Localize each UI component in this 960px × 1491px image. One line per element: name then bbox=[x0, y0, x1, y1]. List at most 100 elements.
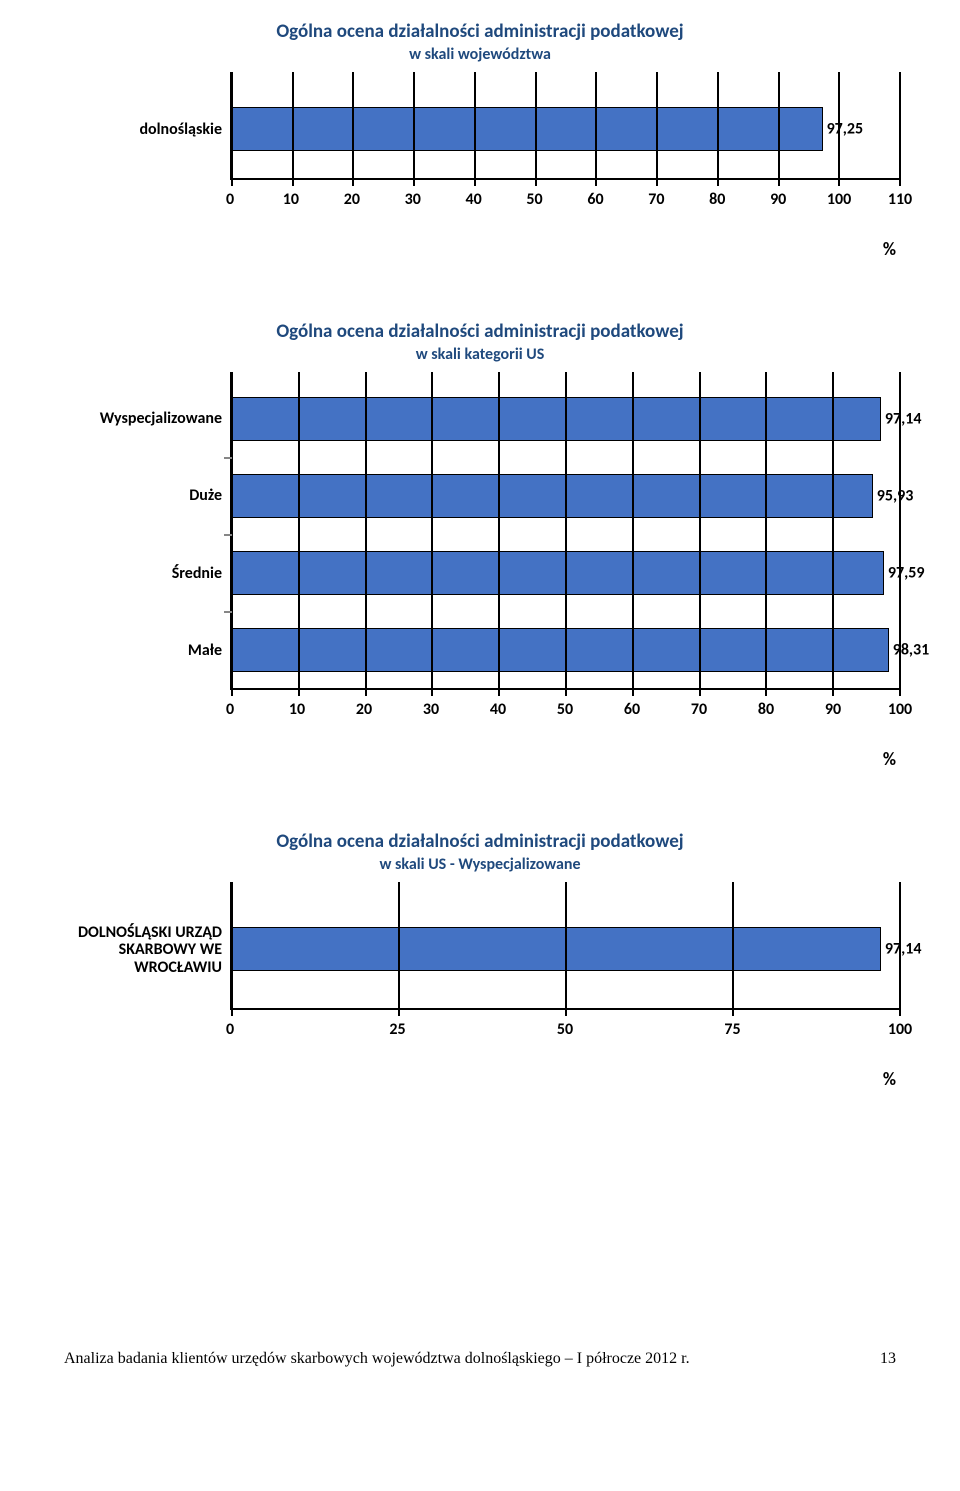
chart2-y-labels: WyspecjalizowaneDużeŚrednieMałe bbox=[60, 380, 230, 690]
x-axis-label: 50 bbox=[557, 700, 573, 719]
y-axis-label: Wyspecjalizowane bbox=[60, 397, 222, 441]
x-axis-label: 75 bbox=[724, 1020, 740, 1039]
axis-tick bbox=[431, 688, 433, 696]
gridline bbox=[565, 890, 567, 1008]
axis-tick bbox=[899, 688, 901, 696]
chart1-title: Ogólna ocena działalności administracji … bbox=[60, 20, 900, 43]
gridline bbox=[231, 80, 233, 178]
chart1-wrap: dolnośląskie 97,25 010203040506070809010… bbox=[60, 80, 900, 260]
y-category-tick bbox=[224, 534, 232, 536]
footer-text: Analiza badania klientów urzędów skarbow… bbox=[64, 1350, 690, 1368]
chart2-axis-unit: % bbox=[230, 748, 900, 770]
gridline bbox=[565, 380, 567, 688]
gridline bbox=[474, 80, 476, 178]
gridline bbox=[832, 380, 834, 688]
axis-tick bbox=[535, 178, 537, 186]
axis-tick bbox=[498, 372, 500, 380]
axis-tick bbox=[899, 178, 901, 186]
gridline bbox=[231, 890, 233, 1008]
x-axis-label: 40 bbox=[490, 700, 506, 719]
chart1-bottom-ticks bbox=[232, 178, 900, 186]
axis-tick bbox=[231, 72, 233, 80]
x-axis-label: 30 bbox=[423, 700, 439, 719]
gridline bbox=[298, 380, 300, 688]
x-axis-label: 100 bbox=[888, 700, 912, 719]
axis-tick bbox=[474, 72, 476, 80]
chart3-bottom-ticks bbox=[232, 1008, 900, 1016]
bar-row: 97,25 bbox=[232, 107, 900, 151]
bar bbox=[232, 107, 823, 151]
gridline bbox=[632, 380, 634, 688]
x-axis-label: 90 bbox=[825, 700, 841, 719]
chart1-axis-unit: % bbox=[230, 238, 900, 260]
footer-page-number: 13 bbox=[880, 1350, 896, 1368]
axis-tick bbox=[292, 178, 294, 186]
x-axis-label: 80 bbox=[758, 700, 774, 719]
gridline bbox=[899, 80, 901, 178]
bar-value-label: 95,93 bbox=[877, 486, 914, 505]
axis-tick bbox=[765, 688, 767, 696]
y-category-tick bbox=[224, 611, 232, 613]
x-axis-label: 70 bbox=[648, 190, 664, 209]
x-axis-label: 110 bbox=[888, 190, 912, 209]
gridline bbox=[778, 80, 780, 178]
gridline bbox=[498, 380, 500, 688]
axis-tick bbox=[778, 178, 780, 186]
bar-value-label: 97,14 bbox=[885, 940, 922, 959]
gridline bbox=[595, 80, 597, 178]
gridline bbox=[732, 890, 734, 1008]
bar bbox=[232, 628, 889, 672]
gridline bbox=[352, 80, 354, 178]
y-axis-label: DOLNOŚLĄSKI URZĄD SKARBOWY WE WROCŁAWIU bbox=[60, 928, 222, 972]
chart3-subtitle: w skali US - Wyspecjalizowane bbox=[60, 855, 900, 874]
chart3-title: Ogólna ocena działalności administracji … bbox=[60, 830, 900, 853]
gridline bbox=[656, 80, 658, 178]
axis-tick bbox=[632, 688, 634, 696]
axis-tick bbox=[365, 688, 367, 696]
gridline bbox=[765, 380, 767, 688]
axis-tick bbox=[595, 178, 597, 186]
axis-tick bbox=[292, 72, 294, 80]
axis-tick bbox=[352, 72, 354, 80]
chart3-x-axis: 0255075100 bbox=[230, 1020, 900, 1040]
axis-tick bbox=[398, 882, 400, 890]
x-axis-label: 0 bbox=[226, 700, 234, 719]
axis-tick bbox=[699, 372, 701, 380]
axis-tick bbox=[732, 1008, 734, 1016]
axis-tick bbox=[778, 72, 780, 80]
axis-tick bbox=[632, 372, 634, 380]
x-axis-label: 60 bbox=[624, 700, 640, 719]
x-axis-label: 20 bbox=[356, 700, 372, 719]
gridline bbox=[699, 380, 701, 688]
axis-tick bbox=[565, 372, 567, 380]
y-axis-label: Średnie bbox=[60, 552, 222, 596]
axis-tick bbox=[565, 882, 567, 890]
bar bbox=[232, 397, 881, 441]
y-axis-label: dolnośląskie bbox=[60, 108, 222, 152]
chart1-x-axis: 0102030405060708090100110 bbox=[230, 190, 900, 210]
x-axis-label: 70 bbox=[691, 700, 707, 719]
chart1-plot: 97,25 bbox=[230, 80, 900, 180]
axis-tick bbox=[231, 178, 233, 186]
axis-tick bbox=[899, 882, 901, 890]
axis-tick bbox=[565, 1008, 567, 1016]
axis-tick bbox=[298, 372, 300, 380]
chart-wojewodztwo: Ogólna ocena działalności administracji … bbox=[60, 20, 900, 260]
chart3-wrap: DOLNOŚLĄSKI URZĄD SKARBOWY WE WROCŁAWIU … bbox=[60, 890, 900, 1090]
axis-tick bbox=[838, 178, 840, 186]
axis-tick bbox=[231, 882, 233, 890]
axis-tick bbox=[535, 72, 537, 80]
axis-tick bbox=[431, 372, 433, 380]
gridline bbox=[899, 380, 901, 688]
chart2-subtitle: w skali kategorii US bbox=[60, 345, 900, 364]
axis-tick bbox=[699, 688, 701, 696]
x-axis-label: 0 bbox=[226, 1020, 234, 1039]
y-axis-label: Małe bbox=[60, 629, 222, 673]
gridline bbox=[899, 890, 901, 1008]
axis-tick bbox=[231, 688, 233, 696]
x-axis-label: 20 bbox=[344, 190, 360, 209]
axis-tick bbox=[899, 1008, 901, 1016]
axis-tick bbox=[231, 372, 233, 380]
gridline bbox=[838, 80, 840, 178]
axis-tick bbox=[398, 1008, 400, 1016]
